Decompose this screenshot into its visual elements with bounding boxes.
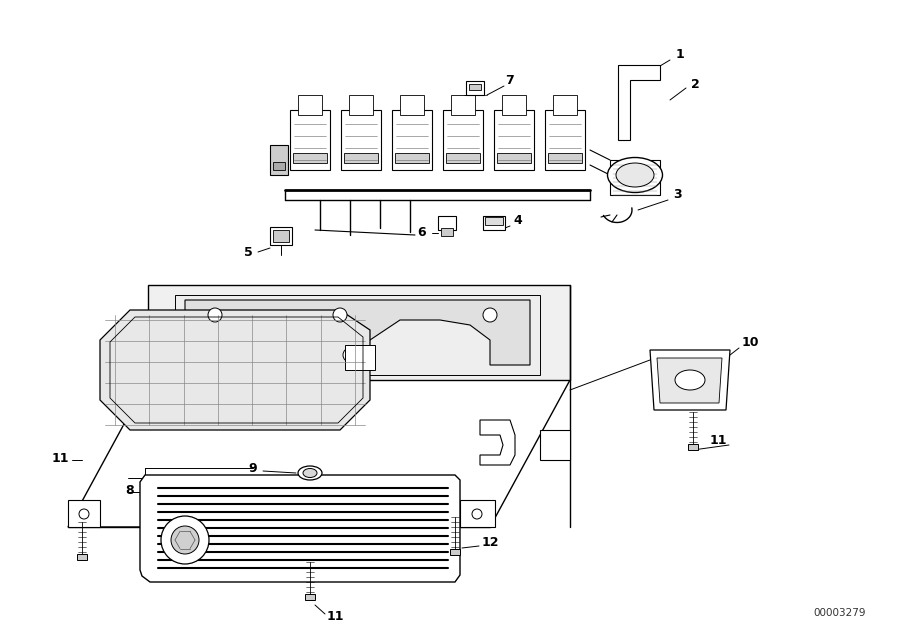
Polygon shape <box>618 65 660 140</box>
Bar <box>438 216 456 230</box>
Bar <box>298 95 322 115</box>
Text: 8: 8 <box>126 483 134 497</box>
Bar <box>443 110 483 170</box>
Polygon shape <box>68 380 570 527</box>
Text: 11: 11 <box>51 451 68 464</box>
Bar <box>446 153 480 163</box>
Ellipse shape <box>303 469 317 478</box>
Bar <box>400 95 424 115</box>
Circle shape <box>161 516 209 564</box>
Polygon shape <box>100 310 370 430</box>
Bar <box>341 110 381 170</box>
Circle shape <box>483 308 497 322</box>
Ellipse shape <box>608 157 662 192</box>
Bar <box>270 227 292 245</box>
Bar <box>469 84 481 90</box>
Circle shape <box>333 308 347 322</box>
Circle shape <box>79 509 89 519</box>
Polygon shape <box>140 475 460 582</box>
Text: 4: 4 <box>514 213 522 227</box>
Bar <box>610 160 660 195</box>
Bar <box>553 95 577 115</box>
Text: 11: 11 <box>709 434 727 446</box>
Bar <box>290 110 330 170</box>
Bar <box>349 95 373 115</box>
Bar <box>441 228 453 236</box>
Text: 00003279: 00003279 <box>814 608 866 618</box>
Bar <box>545 110 585 170</box>
Bar <box>502 95 526 115</box>
Bar <box>494 110 534 170</box>
Text: 2: 2 <box>690 79 699 91</box>
Polygon shape <box>175 295 540 375</box>
Bar <box>273 230 289 242</box>
Text: 7: 7 <box>506 74 515 86</box>
Polygon shape <box>185 300 530 365</box>
Bar <box>293 153 327 163</box>
Bar <box>483 216 505 230</box>
Polygon shape <box>345 345 375 370</box>
Bar <box>451 95 475 115</box>
Circle shape <box>472 509 482 519</box>
Bar <box>273 162 285 170</box>
Bar <box>305 594 315 600</box>
Text: 3: 3 <box>674 189 682 201</box>
Polygon shape <box>148 285 570 380</box>
Polygon shape <box>540 430 570 460</box>
Text: 1: 1 <box>676 48 684 62</box>
Polygon shape <box>650 350 730 410</box>
Polygon shape <box>657 358 722 403</box>
Bar <box>548 153 582 163</box>
Text: 10: 10 <box>742 335 759 349</box>
Bar <box>466 81 484 95</box>
Ellipse shape <box>675 370 705 390</box>
Bar <box>77 554 87 560</box>
Bar <box>450 549 460 555</box>
Circle shape <box>343 348 357 362</box>
Circle shape <box>171 526 199 554</box>
Text: 5: 5 <box>244 246 252 258</box>
Bar <box>270 145 288 175</box>
Polygon shape <box>68 500 100 527</box>
Bar <box>392 110 432 170</box>
Polygon shape <box>480 420 515 465</box>
Ellipse shape <box>616 163 654 187</box>
Ellipse shape <box>298 466 322 480</box>
Text: 6: 6 <box>418 227 427 239</box>
Bar <box>497 153 531 163</box>
Text: 12: 12 <box>482 535 499 549</box>
Bar <box>485 217 503 225</box>
Text: 9: 9 <box>248 462 257 474</box>
Polygon shape <box>460 500 495 527</box>
Circle shape <box>208 308 222 322</box>
Text: 11: 11 <box>326 610 344 624</box>
Bar <box>688 444 698 450</box>
Bar <box>395 153 429 163</box>
Bar <box>344 153 378 163</box>
